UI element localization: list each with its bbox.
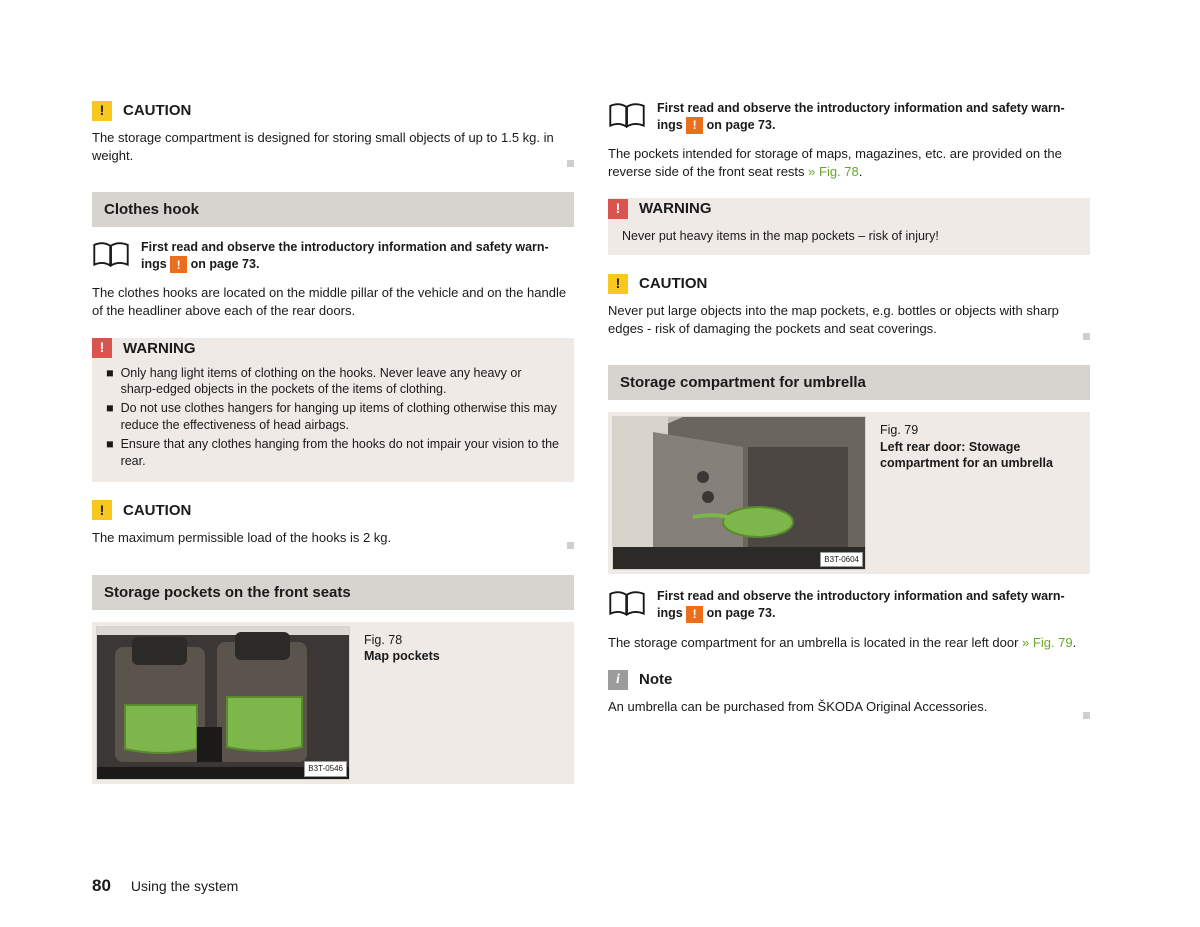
warning-text: Never put heavy items in the map pockets… [608,225,1090,245]
bullet-text: Do not use clothes hangers for hanging u… [121,400,560,434]
warning-icon: ! [92,338,112,358]
figure-78: B3T-0546 Fig. 78 Map pockets [92,622,574,784]
bullet-marker: ■ [106,365,114,399]
read-first-text: First read and observe the introductory … [657,100,1090,134]
body-text: The storage compartment for an umbrella … [608,634,1090,652]
book-icon [92,239,130,274]
footer-title: Using the system [131,877,238,897]
bullet-text: Ensure that any clothes hanging from the… [121,436,560,470]
read-first-notice: First read and observe the introductory … [608,588,1090,623]
caution-icon: ! [608,274,628,294]
caution-icon: ! [92,500,112,520]
section-heading: Clothes hook [92,192,574,227]
warning-label: WARNING [639,198,712,219]
figure-code: B3T-0546 [304,761,347,776]
figure-caption: Fig. 79 Left rear door: Stowage compartm… [880,416,1086,570]
fig-reference: » Fig. 79 [1022,635,1073,650]
read-first-notice: First read and observe the introductory … [92,239,574,274]
warning-box: ! WARNING Never put heavy items in the m… [608,198,1090,255]
caution-heading: ! CAUTION [92,500,574,521]
warning-ref-icon: ! [686,606,703,623]
paragraph-end-marker [92,154,574,172]
page-number: 80 [92,874,111,898]
page-footer: 80 Using the system [0,834,1200,927]
read-first-text: First read and observe the introductory … [657,588,1090,622]
left-column: ! CAUTION The storage compartment is des… [92,100,574,784]
warning-ref-icon: ! [686,117,703,134]
warning-icon: ! [608,199,628,219]
read-first-notice: First read and observe the introductory … [608,100,1090,135]
figure-caption: Fig. 78 Map pockets [364,626,440,780]
warning-ref-icon: ! [170,256,187,273]
figure-image: B3T-0604 [612,416,866,570]
warning-box: ! WARNING ■Only hang light items of clot… [92,338,574,482]
note-heading: i Note [608,669,1090,690]
caution-heading: ! CAUTION [92,100,574,121]
section-heading: Storage compartment for umbrella [608,365,1090,400]
bullet-marker: ■ [106,436,114,470]
caution-label: CAUTION [123,500,191,521]
read-first-text: First read and observe the introductory … [141,239,574,273]
note-label: Note [639,669,672,690]
warning-label: WARNING [123,338,196,359]
book-icon [608,100,646,135]
info-icon: i [608,670,628,690]
figure-image: B3T-0546 [96,626,350,780]
book-icon [608,588,646,623]
fig-reference: » Fig. 78 [808,164,859,179]
section-heading: Storage pockets on the front seats [92,575,574,610]
figure-79: B3T-0604 Fig. 79 Left rear door: Stowage… [608,412,1090,574]
caution-label: CAUTION [639,273,707,294]
figure-code: B3T-0604 [820,552,863,567]
right-column: First read and observe the introductory … [608,100,1090,784]
bullet-marker: ■ [106,400,114,434]
bullet-text: Only hang light items of clothing on the… [121,365,560,399]
body-text: The pockets intended for storage of maps… [608,145,1090,180]
body-text: The clothes hooks are located on the mid… [92,284,574,319]
caution-heading: ! CAUTION [608,273,1090,294]
caution-icon: ! [92,101,112,121]
caution-label: CAUTION [123,100,191,121]
